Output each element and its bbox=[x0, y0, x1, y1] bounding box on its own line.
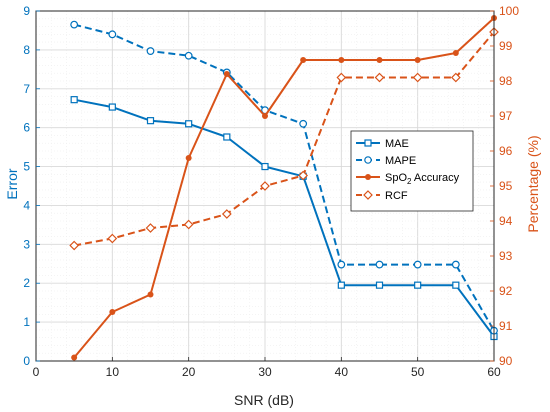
legend-spo2-marker bbox=[365, 174, 371, 180]
y-left-tick-label: 9 bbox=[23, 4, 30, 18]
data-point-rcf bbox=[183, 219, 194, 230]
data-point-rcf bbox=[450, 72, 461, 83]
y-right-tick-label: 99 bbox=[499, 39, 513, 53]
data-point-mae bbox=[108, 103, 116, 111]
series-line-mae bbox=[74, 98, 495, 338]
data-point-mape bbox=[413, 260, 422, 269]
series-rcf bbox=[69, 27, 499, 251]
x-tick-label: 60 bbox=[487, 365, 501, 379]
y-right-tick-label: 100 bbox=[499, 4, 519, 18]
y-right-tick-label: 97 bbox=[499, 109, 513, 123]
tick-labels: 0 10 20 30 40 50 60012345678990919293949596979… bbox=[23, 4, 519, 379]
series-spo bbox=[71, 15, 497, 361]
legend-spo2-suffix: Accuracy bbox=[411, 172, 459, 184]
y-right-tick-label: 92 bbox=[499, 284, 513, 298]
data-point-mape bbox=[375, 260, 384, 269]
data-point-spo bbox=[414, 57, 421, 63]
legend-mape-label: MAPE bbox=[385, 155, 416, 167]
legend-rcf-label: RCF bbox=[385, 190, 408, 202]
legend-mae-label: MAE bbox=[385, 138, 409, 150]
y-left-tick-label: 3 bbox=[23, 237, 30, 251]
data-point-spo bbox=[109, 309, 116, 315]
data-point-spo bbox=[300, 57, 307, 63]
y-left-axis-label: Error bbox=[4, 168, 20, 199]
data-point-mape bbox=[337, 260, 346, 269]
data-point-rcf bbox=[298, 170, 309, 181]
data-point-mae bbox=[70, 96, 78, 104]
legend-spo2-name: SpO bbox=[385, 172, 407, 184]
y-right-tick-label: 95 bbox=[499, 179, 513, 193]
data-point-rcf bbox=[260, 181, 270, 191]
series-line-spo bbox=[73, 17, 495, 359]
y-left-tick-label: 8 bbox=[23, 43, 30, 57]
data-point-spo bbox=[71, 354, 78, 361]
data-point-spo bbox=[376, 57, 383, 63]
data-point-spo bbox=[262, 113, 268, 119]
data-point-mape bbox=[108, 30, 117, 39]
legend: MAE MAPE SpO2 Accuracy RCF bbox=[350, 130, 474, 212]
data-point-mape bbox=[184, 51, 193, 60]
legend-mape-marker bbox=[364, 156, 372, 164]
data-point-rcf bbox=[336, 72, 347, 83]
data-point-mae bbox=[185, 120, 193, 128]
x-tick-label: 30 bbox=[258, 365, 272, 379]
data-point-rcf bbox=[145, 223, 156, 233]
data-point-spo bbox=[452, 50, 459, 56]
data-point-rcf bbox=[69, 240, 80, 251]
data-point-spo bbox=[147, 291, 154, 298]
y-right-tick-label: 98 bbox=[499, 74, 513, 88]
legend-spo2-subscript: 2 bbox=[407, 177, 412, 186]
y-right-axis-label: Percentage (%) bbox=[525, 135, 541, 232]
data-point-spo bbox=[338, 57, 345, 63]
data-point-rcf bbox=[412, 72, 423, 83]
y-right-tick-label: 93 bbox=[499, 249, 513, 263]
data-point-mae bbox=[375, 281, 384, 289]
data-point-rcf bbox=[221, 209, 232, 219]
y-left-tick-label: 2 bbox=[23, 276, 30, 290]
y-right-tick-label: 94 bbox=[499, 214, 513, 228]
data-point-mae bbox=[414, 281, 422, 289]
y-right-tick-label: 91 bbox=[499, 319, 513, 333]
y-left-tick-label: 7 bbox=[23, 82, 30, 96]
y-left-tick-label: 1 bbox=[23, 315, 30, 329]
y-right-tick-label: 96 bbox=[499, 144, 513, 158]
data-point-mae bbox=[452, 281, 460, 289]
x-tick-label: 50 bbox=[411, 365, 425, 379]
data-point-spo bbox=[185, 155, 192, 161]
data-point-rcf bbox=[107, 233, 118, 244]
y-left-tick-label: 0 bbox=[23, 354, 30, 368]
series-line-rcf bbox=[74, 31, 495, 247]
data-point-mape bbox=[451, 260, 460, 269]
legend-spo2-label: SpO2 Accuracy bbox=[385, 172, 460, 186]
y-left-tick-label: 6 bbox=[23, 121, 30, 135]
data-point-mae bbox=[261, 162, 269, 171]
series-line-mape bbox=[73, 23, 495, 332]
x-tick-label: 10 bbox=[106, 365, 120, 379]
legend-mae-marker bbox=[364, 139, 372, 147]
data-point-mae bbox=[337, 281, 345, 289]
x-tick-label: 0 bbox=[33, 365, 40, 379]
y-left-tick-label: 5 bbox=[23, 160, 30, 174]
data-point-mape bbox=[146, 47, 155, 55]
data-point-mae bbox=[223, 133, 231, 141]
data-point-mape bbox=[70, 20, 79, 29]
data-point-mae bbox=[146, 117, 155, 125]
y-right-tick-label: 90 bbox=[499, 354, 513, 368]
x-tick-label: 40 bbox=[335, 365, 349, 379]
x-axis-label: SNR (dB) bbox=[234, 392, 294, 408]
series-group bbox=[69, 15, 499, 361]
legend-rcf-marker bbox=[363, 190, 373, 200]
y-left-tick-label: 4 bbox=[23, 198, 30, 212]
data-point-mape bbox=[299, 119, 308, 128]
data-point-rcf bbox=[374, 72, 385, 83]
x-tick-label: 20 bbox=[182, 365, 196, 379]
data-point-spo bbox=[223, 71, 230, 77]
